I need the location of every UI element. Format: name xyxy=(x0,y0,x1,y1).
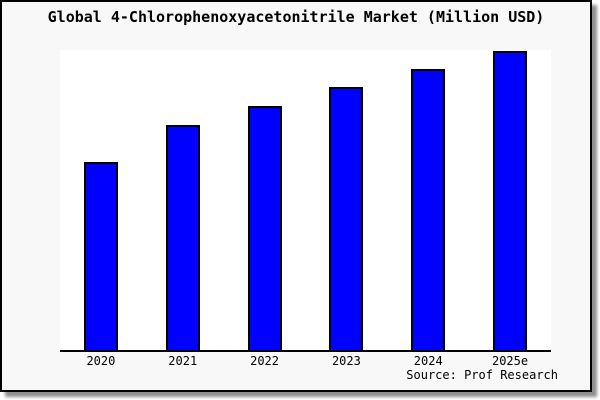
bar-slot xyxy=(60,50,142,350)
x-axis-label-2023: 2023 xyxy=(331,354,361,368)
chart-frame: Global 4-Chlorophenoxyacetonitrile Marke… xyxy=(0,0,592,392)
bar-2020 xyxy=(83,161,118,350)
bar-slot xyxy=(387,50,469,350)
bar-2022 xyxy=(247,106,282,350)
bar-2025e xyxy=(493,50,528,350)
x-axis-labels: 2020 2021 2022 2023 2024 2025e xyxy=(60,354,551,368)
x-axis-label-2021: 2021 xyxy=(168,354,198,368)
x-axis-label-2025e: 2025e xyxy=(491,354,529,368)
chart-title: Global 4-Chlorophenoxyacetonitrile Marke… xyxy=(47,8,545,26)
bars-row xyxy=(60,50,551,350)
x-axis-label-2022: 2022 xyxy=(250,354,280,368)
x-axis-label-2020: 2020 xyxy=(86,354,116,368)
bar-slot xyxy=(142,50,224,350)
bar-slot xyxy=(469,50,551,350)
bar-2021 xyxy=(165,125,200,350)
bar-slot xyxy=(305,50,387,350)
bar-2023 xyxy=(329,86,364,350)
bar-slot xyxy=(224,50,306,350)
plot-area xyxy=(60,50,551,352)
x-axis-label-2024: 2024 xyxy=(413,354,443,368)
bar-2024 xyxy=(411,68,446,350)
source-label: Source: Prof Research xyxy=(406,368,558,382)
